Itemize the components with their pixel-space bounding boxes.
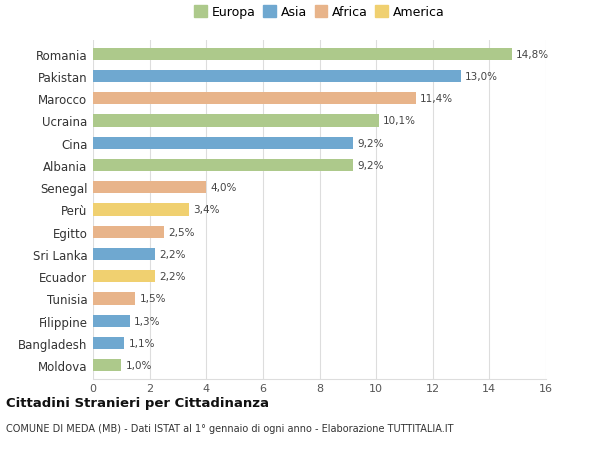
Text: COMUNE DI MEDA (MB) - Dati ISTAT al 1° gennaio di ogni anno - Elaborazione TUTTI: COMUNE DI MEDA (MB) - Dati ISTAT al 1° g… bbox=[6, 424, 454, 433]
Bar bbox=[93, 49, 512, 61]
Text: 10,1%: 10,1% bbox=[383, 116, 416, 126]
Text: 1,1%: 1,1% bbox=[128, 338, 155, 348]
Bar bbox=[93, 293, 136, 305]
Bar bbox=[93, 159, 353, 172]
Bar bbox=[93, 204, 189, 216]
Bar bbox=[93, 71, 461, 83]
Text: 1,0%: 1,0% bbox=[125, 360, 152, 370]
Text: Cittadini Stranieri per Cittadinanza: Cittadini Stranieri per Cittadinanza bbox=[6, 396, 269, 409]
Text: 9,2%: 9,2% bbox=[358, 139, 384, 148]
Bar bbox=[93, 226, 164, 238]
Text: 2,5%: 2,5% bbox=[168, 227, 194, 237]
Bar bbox=[93, 315, 130, 327]
Bar bbox=[93, 359, 121, 371]
Text: 1,5%: 1,5% bbox=[140, 294, 166, 304]
Bar bbox=[93, 137, 353, 150]
Text: 4,0%: 4,0% bbox=[211, 183, 237, 193]
Text: 13,0%: 13,0% bbox=[466, 72, 499, 82]
Text: 9,2%: 9,2% bbox=[358, 161, 384, 171]
Bar bbox=[93, 248, 155, 261]
Text: 3,4%: 3,4% bbox=[194, 205, 220, 215]
Text: 1,3%: 1,3% bbox=[134, 316, 161, 326]
Text: 11,4%: 11,4% bbox=[420, 94, 453, 104]
Text: 2,2%: 2,2% bbox=[160, 272, 186, 281]
Bar bbox=[93, 270, 155, 283]
Text: 2,2%: 2,2% bbox=[160, 249, 186, 259]
Legend: Europa, Asia, Africa, America: Europa, Asia, Africa, America bbox=[192, 4, 447, 22]
Bar bbox=[93, 115, 379, 127]
Text: 14,8%: 14,8% bbox=[516, 50, 550, 60]
Bar bbox=[93, 337, 124, 349]
Bar bbox=[93, 182, 206, 194]
Bar bbox=[93, 93, 416, 105]
